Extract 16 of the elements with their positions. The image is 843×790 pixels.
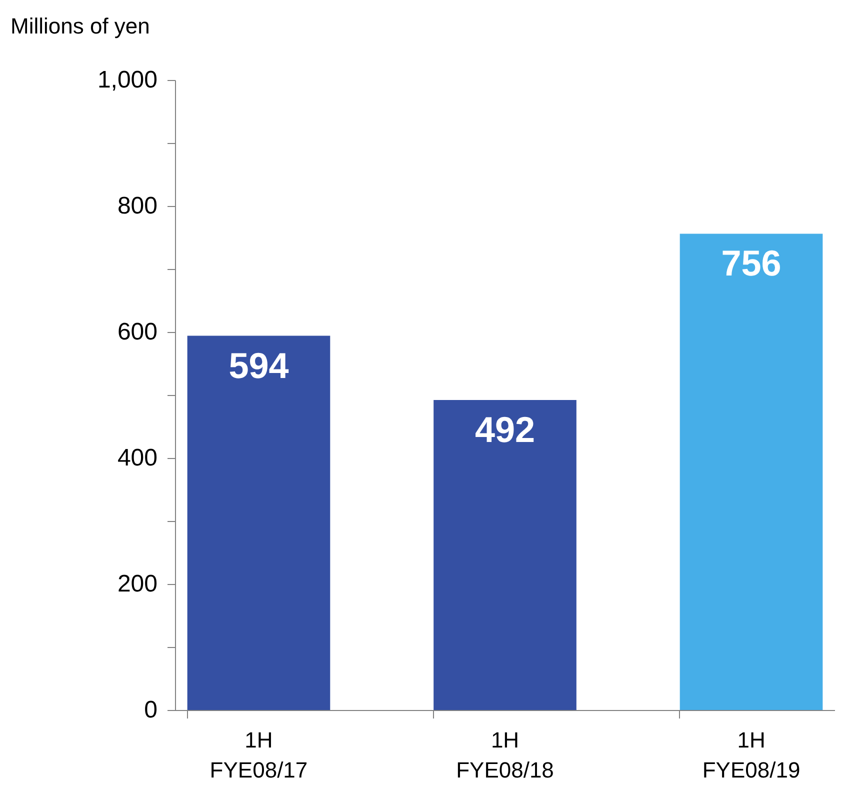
x-tick-label: 1H FYE08/19: [702, 728, 800, 782]
y-tick-label: 200: [117, 570, 158, 598]
data-label: 756: [721, 242, 782, 284]
bar: [680, 234, 823, 710]
data-label: 492: [474, 409, 536, 450]
y-tick-label: 400: [117, 444, 158, 472]
y-tick-label: 600: [117, 318, 158, 346]
bar: [434, 400, 576, 710]
bar: [187, 336, 330, 710]
y-tick-label: 800: [117, 192, 158, 220]
y-tick-label: 0: [144, 696, 158, 724]
x-tick-label: 1H FYE08/18: [456, 728, 554, 782]
y-tick-label: 1,000: [97, 66, 158, 94]
x-tick-label: 1H FYE08/17: [210, 728, 308, 782]
y-axis-title: Millions of yen: [10, 14, 150, 38]
data-label: 594: [228, 344, 289, 386]
